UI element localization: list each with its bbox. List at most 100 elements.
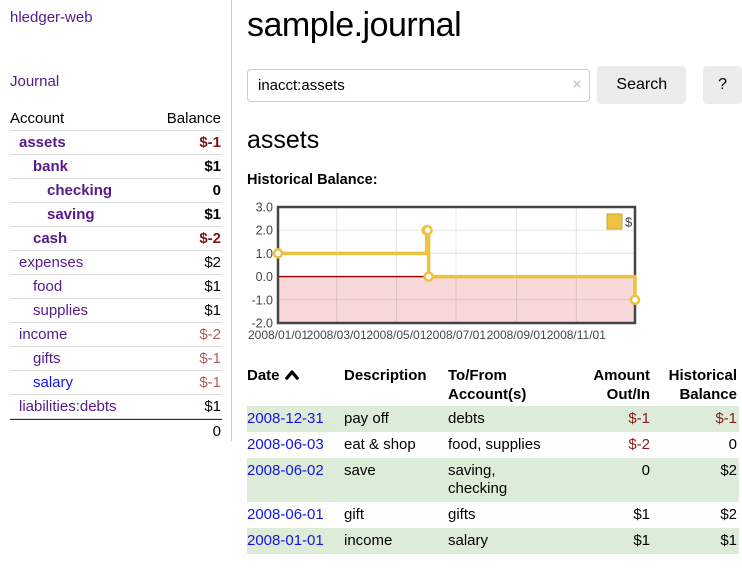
account-balance: $1 (204, 206, 221, 223)
page-title: sample.journal (247, 6, 462, 44)
account-link[interactable]: bank (33, 158, 69, 175)
help-button[interactable]: ? (703, 66, 742, 104)
account-link[interactable]: income (19, 326, 68, 343)
account-link[interactable]: liabilities:debts (19, 398, 117, 415)
search-input[interactable] (247, 68, 591, 102)
svg-text:-2.0: -2.0 (251, 317, 273, 331)
search-button[interactable]: Search (597, 66, 687, 104)
account-row: saving $1 (10, 203, 222, 227)
transaction-accounts: saving, checking (448, 462, 508, 497)
account-link[interactable]: cash (33, 230, 68, 247)
transaction-date-link[interactable]: 2008-06-02 (247, 462, 324, 479)
account-link[interactable]: salary (33, 374, 74, 391)
account-balance: $1 (204, 398, 221, 415)
transaction-description: pay off (344, 410, 389, 427)
account-row: assets $-1 (10, 131, 222, 155)
account-row: expenses $2 (10, 251, 222, 275)
transaction-accounts: salary (448, 532, 489, 549)
transaction-accounts: food, supplies (448, 436, 541, 453)
account-balance: $-1 (199, 374, 221, 391)
account-link[interactable]: supplies (33, 302, 89, 319)
transaction-date-link[interactable]: 2008-06-01 (247, 506, 324, 523)
transaction-amount: $1 (633, 532, 650, 549)
svg-text:2008/07/01: 2008/07/01 (426, 328, 486, 342)
clear-search-icon[interactable]: × (572, 75, 582, 93)
description-column-header: Description (344, 367, 427, 384)
account-row: salary $-1 (10, 371, 222, 395)
balance-column-header: Balance (166, 110, 221, 127)
accounts-total-value: 0 (212, 423, 221, 440)
account-column-header: Account (10, 110, 65, 127)
transaction-amount: $1 (633, 506, 650, 523)
svg-text:-1.0: -1.0 (251, 293, 273, 307)
chart-title: Historical Balance: (247, 172, 378, 188)
account-heading: assets (247, 126, 320, 154)
sort-ascending-icon (284, 366, 299, 385)
date-column-header[interactable]: Date (247, 364, 344, 406)
transaction-balance: 0 (728, 436, 737, 453)
legend-swatch-icon (606, 213, 623, 230)
account-balance: $2 (204, 254, 221, 271)
sidebar: hledger-web Journal Account Balance asse… (0, 0, 232, 441)
accounts-table-header: Account Balance (10, 107, 222, 131)
search-form: × Search ? (247, 66, 742, 104)
transaction-description: eat & shop (344, 436, 416, 453)
svg-text:2008/01/01: 2008/01/01 (248, 328, 308, 342)
transaction-row: 2008-12-31 pay off debts $-1 $-1 (247, 406, 739, 432)
transaction-accounts: debts (448, 410, 485, 427)
account-link[interactable]: assets (19, 134, 66, 151)
svg-text:2008/05/01: 2008/05/01 (366, 328, 426, 342)
search-box: × (247, 68, 591, 102)
account-balance: $-1 (199, 350, 221, 367)
account-balance: $-2 (199, 326, 221, 343)
transaction-description: gift (344, 506, 365, 523)
transaction-balance: $2 (720, 506, 737, 523)
account-balance: $-1 (199, 134, 221, 151)
account-link[interactable]: saving (47, 206, 95, 223)
account-row: checking 0 (10, 179, 222, 203)
transaction-description: income (344, 532, 393, 549)
account-balance: $1 (204, 158, 221, 175)
transaction-date-link[interactable]: 2008-01-01 (247, 532, 324, 549)
historical-balance-chart: $ 3.0 2.0 1.0 0.0 -1.0 -2.0 2008/01/01 2008/03… (247, 200, 742, 344)
transaction-balance: $-1 (715, 410, 737, 427)
account-row: bank $1 (10, 155, 222, 179)
chart-plot-border (276, 205, 637, 325)
transaction-row: 2008-06-03 eat & shop food, supplies $-2 0 (247, 432, 739, 458)
accounts-table: Account Balance assets $-1 bank $1 checking 0… (10, 107, 222, 443)
transaction-amount: $-2 (628, 436, 650, 453)
account-link[interactable]: checking (47, 182, 113, 199)
svg-text:0.0: 0.0 (256, 270, 273, 284)
account-row: supplies $1 (10, 299, 222, 323)
account-row: gifts $-1 (10, 347, 222, 371)
transaction-row: 2008-01-01 income salary $1 $1 (247, 528, 739, 554)
account-link[interactable]: gifts (33, 350, 61, 367)
accounts-total-row: 0 (10, 419, 222, 443)
register-table: Date Description To/From Account(s) Amou… (247, 364, 739, 554)
svg-text:3.0: 3.0 (256, 201, 273, 215)
transaction-date-link[interactable]: 2008-12-31 (247, 410, 324, 427)
transaction-description: save (344, 462, 376, 479)
transaction-date-link[interactable]: 2008-06-03 (247, 436, 324, 453)
svg-text:2008/03/01: 2008/03/01 (307, 328, 367, 342)
main-content: sample.journal × Search ? assets Histori… (247, 0, 742, 554)
account-link[interactable]: expenses (19, 254, 84, 271)
transaction-amount: $-1 (628, 410, 650, 427)
legend-label: $ (625, 215, 633, 230)
account-row: food $1 (10, 275, 222, 299)
app-brand-link[interactable]: hledger-web (10, 9, 93, 26)
sidebar-item-journal[interactable]: Journal (10, 73, 60, 90)
accounts-column-header: To/From Account(s) (448, 367, 527, 403)
svg-text:2008/09/01: 2008/09/01 (487, 328, 547, 342)
transaction-amount: 0 (641, 462, 650, 479)
transaction-balance: $1 (720, 532, 737, 549)
chart-legend: $ (606, 213, 633, 230)
account-balance: $1 (204, 278, 221, 295)
register-header-row: Date Description To/From Account(s) Amou… (247, 364, 739, 406)
svg-text:1.0: 1.0 (256, 247, 273, 261)
amount-column-header: Amount Out/In (593, 367, 650, 403)
account-link[interactable]: food (33, 278, 63, 295)
account-balance: 0 (212, 182, 221, 199)
account-row: liabilities:debts $1 (10, 395, 222, 419)
